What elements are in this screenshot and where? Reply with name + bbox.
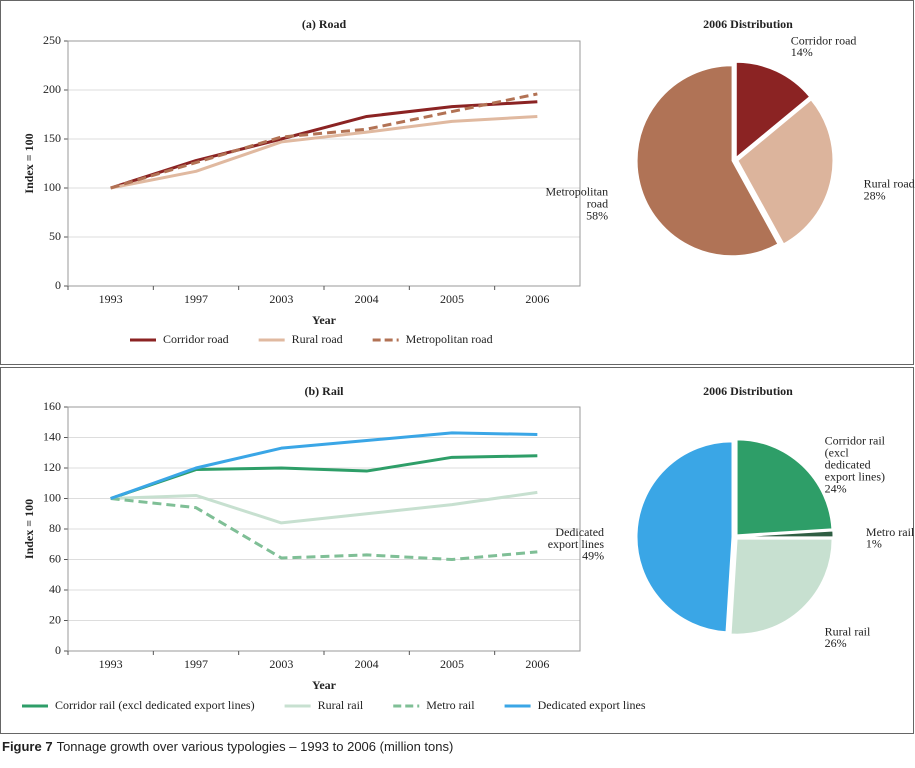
label-line: Corridor rail <box>825 433 886 447</box>
x-tick-label: 1997 <box>184 292 208 306</box>
pie-value-label: 58% <box>586 208 608 222</box>
label-line: Metropolitan <box>545 184 608 198</box>
y-axis-label: Index = 100 <box>22 133 36 193</box>
y-tick-label: 140 <box>43 429 61 443</box>
x-tick-label: 2003 <box>269 657 293 671</box>
y-tick-label: 80 <box>49 521 61 535</box>
x-tick-label: 1997 <box>184 657 208 671</box>
y-tick-label: 250 <box>43 33 61 47</box>
y-tick-label: 0 <box>55 643 61 657</box>
legend-label: Corridor rail (excl dedicated export lin… <box>55 698 255 712</box>
legend-label: Dedicated export lines <box>538 698 646 712</box>
x-tick-label: 2005 <box>440 292 464 306</box>
label-line: export lines) <box>825 469 885 483</box>
pie-slice <box>735 61 811 159</box>
pie-slice <box>737 530 834 538</box>
label-line: export lines <box>548 537 605 551</box>
pie-value-label: 49% <box>582 549 604 563</box>
pie-slice <box>636 441 733 633</box>
x-axis-label: Year <box>312 313 337 327</box>
legend-label: Metro rail <box>426 698 475 712</box>
chart-title: (b) Rail <box>305 384 345 398</box>
pie-value-label: 28% <box>864 188 886 202</box>
y-tick-label: 20 <box>49 612 61 626</box>
y-tick-label: 40 <box>49 582 61 596</box>
series-line <box>110 114 538 190</box>
series-line <box>110 100 538 190</box>
x-tick-label: 2005 <box>440 657 464 671</box>
legend-label: Metropolitan road <box>406 332 493 346</box>
y-tick-label: 60 <box>49 551 61 565</box>
pie-value-label: 1% <box>866 537 882 551</box>
caption: Figure 7 Tonnage growth over various typo… <box>2 739 453 754</box>
pie-label: Rural rail <box>825 624 871 638</box>
series-line <box>110 497 538 561</box>
y-tick-label: 50 <box>49 229 61 243</box>
panel-frame <box>0 367 914 734</box>
chart-title: 2006 Distribution <box>703 17 793 31</box>
pie-label: Metropolitan road <box>545 184 608 210</box>
pie-value-label: 14% <box>791 45 813 59</box>
pie-label: Dedicated export lines <box>548 525 605 551</box>
caption-text: Tonnage growth over various typologies –… <box>57 739 454 754</box>
y-tick-label: 200 <box>43 82 61 96</box>
label-line: Metro rail <box>866 525 915 539</box>
series-line <box>110 92 538 190</box>
x-axis-label: Year <box>312 678 337 692</box>
pie-value-label: 26% <box>825 636 847 650</box>
label-line: dedicated <box>825 457 871 471</box>
pie-slice <box>737 99 834 245</box>
chart-title: (a) Road <box>302 17 347 31</box>
y-tick-label: 100 <box>43 490 61 504</box>
legend-label: Rural road <box>292 332 343 346</box>
y-tick-label: 0 <box>55 278 61 292</box>
label-line: road <box>587 196 608 210</box>
x-tick-label: 1993 <box>99 657 123 671</box>
pie-label: Rural road <box>864 176 915 190</box>
y-tick-label: 100 <box>43 180 61 194</box>
label-line: Corridor road <box>791 33 857 47</box>
legend-label: Rural rail <box>318 698 364 712</box>
pie-label: Corridor rail (excl dedicated export lines) <box>825 433 886 483</box>
pie-value-label: 24% <box>825 481 847 495</box>
series-line <box>110 490 538 525</box>
panel-frame <box>0 0 914 365</box>
pie-slice <box>736 439 833 536</box>
x-tick-label: 2006 <box>525 657 549 671</box>
label-line: (excl <box>825 445 850 459</box>
y-axis-label: Index = 100 <box>22 499 36 559</box>
x-tick-label: 2004 <box>355 292 379 306</box>
pie-slice <box>730 538 833 635</box>
x-tick-label: 2004 <box>355 657 379 671</box>
legend-label: Corridor road <box>163 332 229 346</box>
x-tick-label: 1993 <box>99 292 123 306</box>
label-line: Dedicated <box>555 525 604 539</box>
series-line <box>110 431 538 500</box>
label-line: Rural rail <box>825 624 871 638</box>
label-line: Rural road <box>864 176 915 190</box>
x-tick-label: 2003 <box>269 292 293 306</box>
plot-frame <box>67 40 581 287</box>
y-tick-label: 160 <box>43 399 61 413</box>
pie-label: Corridor road <box>791 33 857 47</box>
chart-title: 2006 Distribution <box>703 384 793 398</box>
pie-label: Metro rail <box>866 525 915 539</box>
caption-label: Figure 7 <box>2 739 53 754</box>
y-tick-label: 120 <box>43 460 61 474</box>
pie-slice <box>636 65 779 257</box>
y-tick-label: 150 <box>43 131 61 145</box>
x-tick-label: 2006 <box>525 292 549 306</box>
